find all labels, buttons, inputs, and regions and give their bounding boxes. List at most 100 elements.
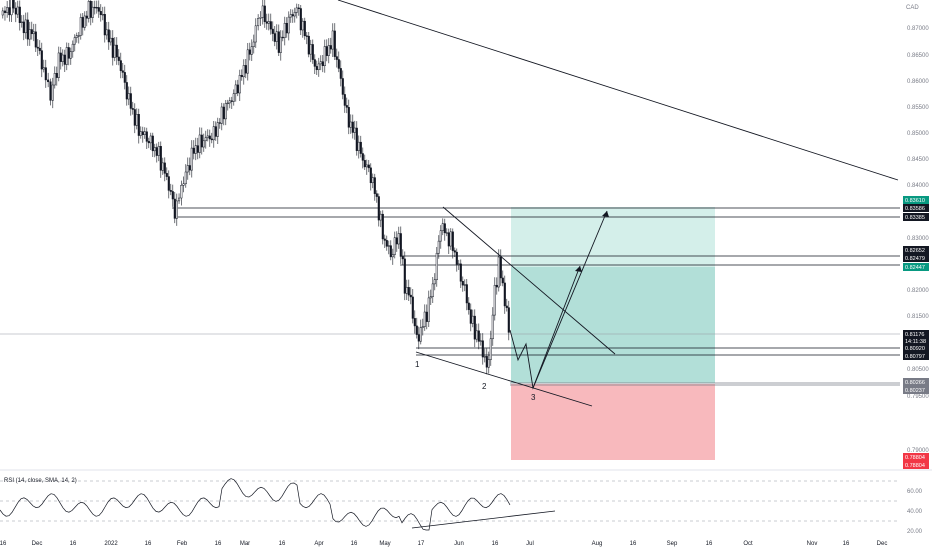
candle bbox=[359, 135, 362, 158]
candle bbox=[423, 304, 426, 331]
price-tick-label: 0.81500 bbox=[907, 314, 929, 320]
candle bbox=[501, 270, 504, 287]
rsi-pane[interactable]: RSI (14, close, SMA, 14, 2) 60.00 40.00 … bbox=[0, 478, 923, 535]
time-label: May bbox=[379, 541, 390, 547]
candle bbox=[26, 12, 29, 46]
candle bbox=[67, 42, 70, 66]
candle bbox=[204, 130, 207, 149]
candle bbox=[309, 39, 312, 63]
candle bbox=[159, 141, 162, 178]
candle bbox=[327, 38, 330, 64]
candle bbox=[421, 318, 424, 336]
price-tick-label: 0.85000 bbox=[907, 131, 929, 137]
candle bbox=[381, 210, 384, 245]
candle bbox=[287, 11, 290, 41]
time-label: Jun bbox=[454, 541, 464, 547]
candle bbox=[259, 11, 262, 27]
time-label: Feb bbox=[177, 541, 188, 547]
candle bbox=[123, 64, 126, 90]
price-badge: 0.83385 bbox=[903, 213, 929, 221]
candle bbox=[507, 300, 510, 341]
candle bbox=[275, 24, 278, 50]
svg-text:0.80266: 0.80266 bbox=[905, 380, 925, 386]
drawings[interactable] bbox=[337, 0, 899, 407]
candle bbox=[401, 249, 404, 265]
candle bbox=[323, 39, 326, 73]
candle bbox=[161, 157, 164, 175]
candle bbox=[279, 30, 282, 61]
time-label: Sep bbox=[667, 541, 678, 547]
candle bbox=[283, 16, 286, 46]
candle bbox=[365, 159, 368, 175]
candle bbox=[369, 163, 372, 191]
time-axis[interactable]: 16 Dec 16 2022 16 Feb 16 Mar 16 Apr 16 May 17 Jun 16 Ju… bbox=[0, 541, 887, 547]
price-badge: 0.82479 bbox=[903, 254, 929, 262]
candle bbox=[487, 351, 490, 374]
candle bbox=[463, 279, 466, 292]
candle bbox=[91, 1, 94, 23]
candle bbox=[289, 9, 292, 23]
candle bbox=[65, 42, 68, 71]
candle bbox=[257, 14, 260, 31]
candle bbox=[455, 248, 458, 272]
candle bbox=[299, 5, 302, 36]
rsi-line bbox=[0, 478, 511, 531]
candle bbox=[171, 184, 174, 207]
wave-label-2: 2 bbox=[482, 382, 487, 391]
position-tool[interactable] bbox=[511, 207, 715, 460]
candle bbox=[220, 102, 223, 131]
candle bbox=[315, 60, 318, 76]
candle bbox=[40, 42, 43, 78]
svg-text:0.80797: 0.80797 bbox=[905, 354, 925, 360]
time-label: Dec bbox=[877, 541, 888, 547]
candle bbox=[89, 0, 92, 26]
candle bbox=[198, 127, 201, 159]
candle bbox=[206, 129, 209, 142]
candle bbox=[429, 289, 432, 306]
candle bbox=[465, 279, 468, 311]
svg-text:0.82447: 0.82447 bbox=[905, 265, 925, 271]
candle bbox=[441, 218, 444, 236]
time-label: 16 bbox=[279, 541, 286, 547]
candle bbox=[389, 240, 392, 261]
candle bbox=[317, 57, 320, 77]
price-badge: 0.80920 bbox=[903, 344, 929, 352]
candle bbox=[208, 129, 211, 147]
candle bbox=[399, 226, 402, 264]
price-axis[interactable]: CAD 0.87000 0.86500 0.86000 0.85500 0.85000 0… bbox=[903, 5, 929, 469]
candle bbox=[18, 0, 21, 31]
candle bbox=[409, 287, 412, 305]
candle bbox=[244, 58, 247, 79]
candle bbox=[145, 127, 148, 150]
candle bbox=[481, 333, 484, 365]
price-tick-label: 0.80500 bbox=[907, 367, 929, 373]
candle bbox=[305, 31, 308, 45]
svg-text:0.82479: 0.82479 bbox=[905, 256, 925, 262]
candle bbox=[71, 40, 74, 58]
candle bbox=[265, 13, 268, 30]
candle bbox=[493, 277, 496, 321]
candle bbox=[491, 307, 494, 346]
candle bbox=[73, 34, 76, 52]
horizontal-levels[interactable] bbox=[172, 207, 900, 386]
candle bbox=[397, 226, 400, 249]
price-tick-label: 0.79500 bbox=[907, 394, 929, 400]
candle bbox=[83, 11, 86, 31]
candle bbox=[236, 79, 239, 97]
candle bbox=[285, 17, 288, 38]
candle bbox=[32, 23, 35, 42]
candle bbox=[485, 348, 488, 375]
candle bbox=[169, 183, 172, 196]
candle bbox=[281, 30, 284, 42]
candle bbox=[194, 137, 197, 161]
candle bbox=[271, 21, 274, 42]
price-badge: 0.80797 bbox=[903, 352, 929, 360]
svg-text:0.80920: 0.80920 bbox=[905, 346, 925, 352]
candle bbox=[222, 103, 225, 126]
candle bbox=[267, 13, 270, 31]
wave-label-1: 1 bbox=[415, 360, 420, 369]
time-label: Jul bbox=[526, 541, 534, 547]
price-badge: 14:11:38 bbox=[903, 337, 929, 345]
candle bbox=[133, 103, 136, 134]
